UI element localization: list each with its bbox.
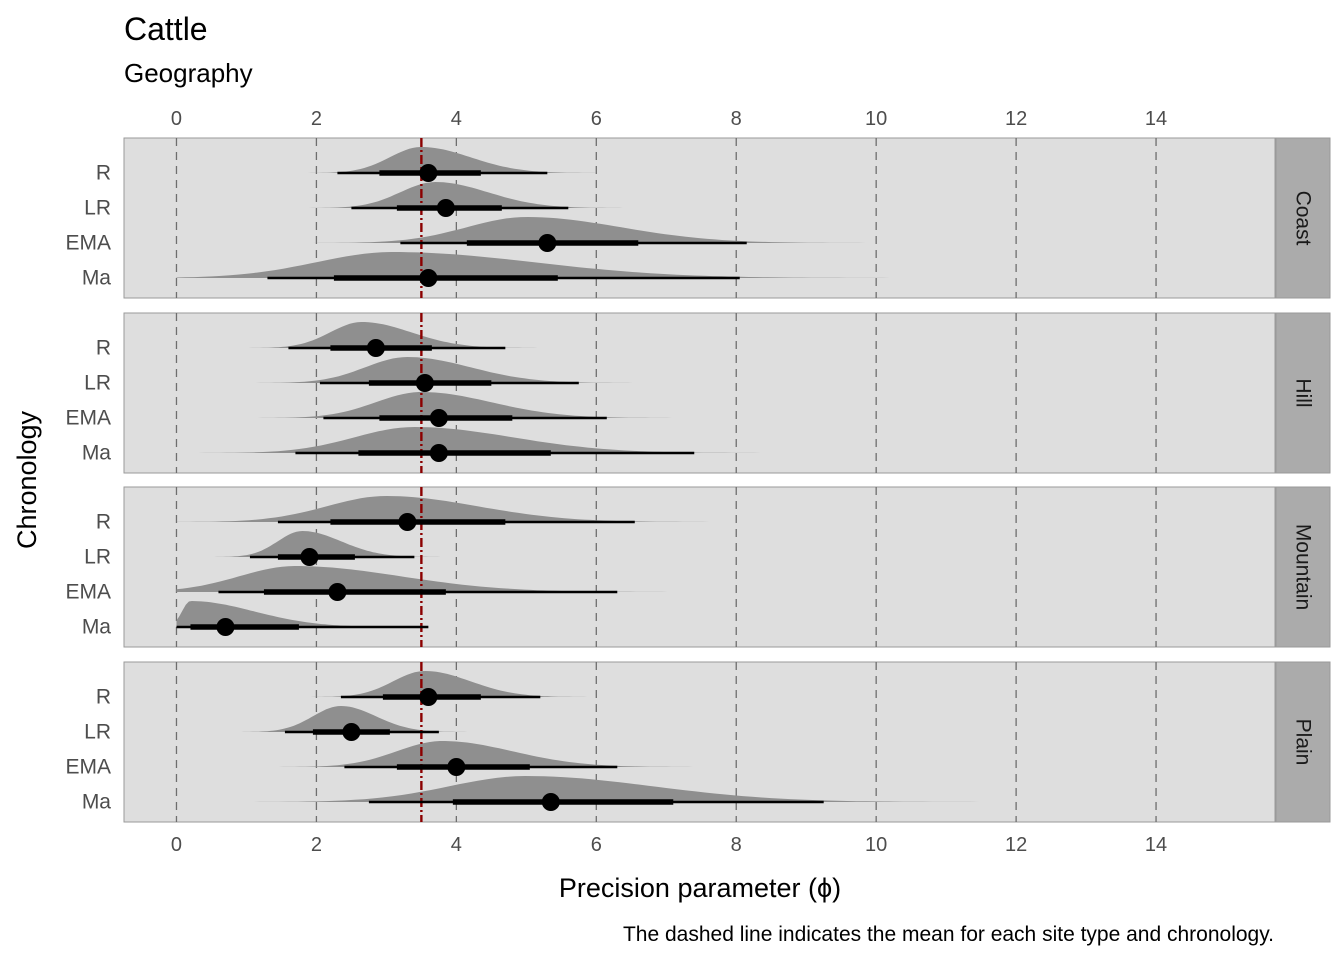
x-axis-title: Precision parameter (ϕ) [559, 873, 841, 903]
x-tick-label-top: 4 [451, 108, 462, 130]
y-tick-label: Ma [82, 267, 111, 290]
x-tick-label-top: 0 [171, 108, 182, 130]
median-point-r [419, 688, 438, 706]
x-tick-label-top: 2 [311, 108, 322, 130]
density-ema [276, 217, 924, 243]
y-tick-label: LR [84, 372, 111, 395]
density-ema [230, 392, 716, 418]
y-tick-label: Ma [82, 442, 111, 465]
y-tick-label: EMA [65, 232, 111, 255]
y-tick-label: LR [84, 546, 111, 569]
y-tick-label: Ma [82, 616, 111, 639]
median-point-lr [436, 199, 455, 217]
median-point-lr [415, 374, 434, 392]
y-tick-label: LR [84, 721, 111, 744]
y-tick-label: R [96, 511, 111, 534]
x-tick-label-top: 6 [591, 108, 602, 130]
density-lr [199, 531, 465, 557]
x-tick-label-bottom: 0 [171, 834, 182, 856]
y-tick-label: EMA [65, 581, 111, 604]
median-point-ma [216, 618, 235, 636]
panel-coast: Coast R LR EMA Ma [65, 137, 1331, 299]
median-point-ema [429, 409, 448, 427]
density-ema [176, 566, 737, 592]
y-tick-label: R [96, 162, 111, 185]
panel-hill: Hill R LR EMA Ma [65, 312, 1331, 474]
median-point-ma [429, 444, 448, 462]
strip-background [1275, 137, 1331, 299]
y-tick-label: EMA [65, 756, 111, 779]
strip-background [1275, 661, 1331, 823]
density-lr [231, 357, 672, 383]
x-tick-label-bottom: 4 [451, 834, 462, 856]
strip-label: Coast [1292, 191, 1315, 246]
density-lr [288, 182, 656, 208]
median-point-ema [328, 583, 347, 601]
top-axis: 0 2 4 6 8 10 12 14 [171, 108, 1167, 130]
median-point-r [366, 339, 385, 357]
panel-background [123, 312, 1276, 474]
density-ema [251, 741, 737, 767]
median-point-ma [419, 269, 438, 287]
strip-label: Plain [1292, 719, 1315, 766]
x-tick-label-bottom: 12 [1005, 834, 1027, 856]
density-ma [176, 427, 826, 453]
chart-caption: The dashed line indicates the mean for e… [623, 923, 1274, 946]
median-point-ma [541, 793, 560, 811]
density-r [229, 322, 568, 348]
strip-background [1275, 312, 1331, 474]
x-tick-label-bottom: 14 [1145, 834, 1167, 856]
panel-mountain: Mountain R LR EMA Ma [65, 486, 1331, 648]
median-point-ema [538, 234, 557, 252]
x-tick-label-bottom: 10 [865, 834, 887, 856]
chart-subtitle: Geography [124, 58, 253, 88]
strip-background [1275, 486, 1331, 648]
panel-plain: Plain R LR EMA Ma [65, 661, 1331, 823]
y-tick-label: R [96, 337, 111, 360]
density-lr [223, 706, 488, 732]
median-point-r [419, 164, 438, 182]
x-tick-label-top: 12 [1005, 108, 1027, 130]
density-r [176, 496, 769, 522]
chart-title: Cattle [124, 11, 208, 47]
x-tick-label-top: 14 [1145, 108, 1167, 130]
x-tick-label-bottom: 2 [311, 834, 322, 856]
median-point-r [398, 513, 417, 531]
x-tick-label-top: 10 [865, 108, 887, 130]
density-r [289, 147, 628, 173]
x-tick-label-bottom: 8 [731, 834, 742, 856]
density-r [292, 671, 616, 697]
density-ma [176, 252, 982, 278]
y-tick-label: EMA [65, 407, 111, 430]
y-tick-label: LR [84, 197, 111, 220]
bottom-axis: 0 2 4 6 8 10 12 14 [171, 834, 1167, 856]
y-tick-label: R [96, 686, 111, 709]
density-ma [203, 776, 1056, 802]
median-point-lr [342, 723, 361, 741]
strip-label: Hill [1292, 378, 1315, 407]
x-tick-label-top: 8 [731, 108, 742, 130]
y-axis-title: Chronology [12, 410, 42, 549]
y-tick-label: Ma [82, 791, 111, 814]
x-tick-label-bottom: 6 [591, 834, 602, 856]
panels: CoastRLREMAMaHillRLREMAMaMountainRLREMAM… [65, 137, 1331, 823]
density-ma [176, 601, 455, 627]
median-point-ema [447, 758, 466, 776]
median-point-lr [300, 548, 319, 566]
strip-label: Mountain [1292, 524, 1315, 610]
